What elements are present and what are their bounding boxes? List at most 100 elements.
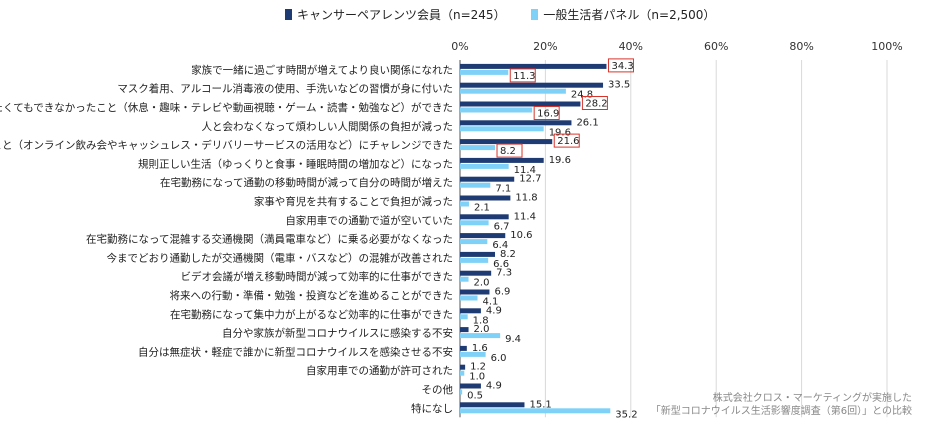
value-label-general: 8.2 [500, 146, 516, 157]
value-label-members: 4.9 [486, 381, 502, 392]
bar-general [460, 370, 465, 376]
value-label-general: 0.5 [467, 391, 483, 402]
value-label-general: 6.6 [493, 259, 509, 270]
x-tick-label: 100% [871, 40, 902, 53]
bar-general [460, 107, 533, 113]
x-tick-label: 80% [789, 40, 813, 53]
bar-members [460, 364, 466, 370]
category-label: 自分は無症状・軽症で誰かに新型コロナウイルスを感染させる不安 [138, 345, 453, 358]
value-label-members: 19.6 [549, 155, 571, 166]
value-label-members: 4.9 [486, 305, 502, 316]
value-label-general: 4.1 [483, 297, 499, 308]
category-label: 規則正しい生活（ゆっくりと食事・睡眠時間の増加など）になった [138, 157, 453, 170]
bar-general [460, 257, 489, 263]
category-label: 自家用車での通勤で道が空いていた [285, 214, 453, 227]
value-label-members: 11.8 [515, 193, 537, 204]
bar-members [460, 101, 581, 107]
category-label: 在宅勤務になって混雑する交通機関（満員電車など）に乗る必要がなくなった [86, 233, 453, 246]
highlight-box-general [533, 106, 560, 120]
value-label-members: 12.7 [519, 174, 541, 185]
category-label: 人と会わなくなって煩わしい人間関係の負担が減った [202, 120, 453, 133]
value-label-general: 9.4 [505, 334, 521, 345]
bar-members [460, 82, 604, 88]
highlight-box-members [553, 133, 580, 148]
legend-label-members: キャンサーペアレンツ会員（n=245） [297, 8, 506, 22]
highlight-box-general [496, 143, 523, 158]
value-label-members: 2.0 [474, 324, 490, 335]
bar-members [460, 308, 481, 314]
value-label-members: 21.6 [557, 136, 579, 147]
value-label-members: 26.1 [576, 117, 598, 128]
legend-swatch-general [531, 9, 539, 20]
category-label: 今までどおり通勤したが交通機関（電車・バスなど）の混雑が改善された [107, 251, 454, 264]
bar-members [460, 233, 506, 239]
value-label-members: 15.1 [529, 399, 551, 410]
value-label-members: 28.2 [585, 99, 607, 110]
value-label-members: 11.4 [514, 211, 536, 222]
bar-general [460, 88, 566, 94]
highlight-box-general [509, 68, 536, 83]
x-tick-label: 0% [451, 40, 468, 53]
bar-general [460, 389, 463, 395]
legend-item-members: キャンサーペアレンツ会員（n=245） [285, 6, 506, 23]
bar-general [460, 69, 509, 75]
value-label-general: 24.8 [571, 90, 593, 101]
value-label-members: 34.3 [611, 61, 633, 72]
legend-swatch-members [285, 9, 292, 20]
bar-general [460, 408, 611, 414]
category-label: 自家用車での通勤が許可された [306, 364, 453, 377]
bar-members [460, 383, 481, 389]
bar-general [460, 145, 496, 151]
category-label: 家族で一緒に過ごす時間が増えてより良い関係になれた [191, 63, 453, 76]
value-label-general: 1.8 [473, 315, 489, 326]
bar-general [460, 239, 488, 245]
category-label: 家事や育児を共有することで負担が減った [254, 195, 453, 208]
bar-members [460, 63, 607, 69]
bar-members [460, 214, 509, 220]
bar-members [460, 157, 544, 163]
bar-members [460, 270, 492, 276]
bar-general [460, 333, 501, 339]
bar-members [460, 251, 496, 257]
highlight-box-members [607, 58, 634, 73]
category-label: その他 [422, 383, 454, 396]
legend-label-general: 一般生活者パネル（n=2,500） [543, 8, 716, 22]
value-label-members: 1.6 [472, 343, 488, 354]
x-tick-label: 20% [533, 40, 557, 53]
bar-members [460, 139, 553, 145]
value-label-general: 6.4 [492, 240, 508, 251]
source-note-line-2: 「新型コロナウイルス生活影響度調査（第6回）」との比較 [650, 406, 912, 417]
bar-general [460, 201, 469, 207]
bar-general [460, 295, 478, 301]
value-label-general: 6.0 [491, 353, 507, 364]
legend: キャンサーペアレンツ会員（n=245） 一般生活者パネル（n=2,500） [285, 6, 737, 23]
bar-general [460, 182, 491, 188]
category-label: 在宅勤務になって集中力が上がるなど効率的に仕事ができた [170, 308, 453, 321]
category-label: 新しいこと（オンライン飲み会やキャッシュレス・デリバリーサービスの活用など）にチ… [0, 139, 453, 152]
bar-general [460, 163, 509, 169]
bar-members [460, 176, 515, 182]
value-label-general: 2.1 [474, 203, 490, 214]
x-tick-label: 40% [619, 40, 643, 53]
highlight-box-members [581, 96, 608, 110]
x-tick-label: 60% [704, 40, 728, 53]
category-label: 在宅勤務になって通勤の移動時間が減って自分の時間が増えた [160, 176, 453, 189]
category-label: マスク着用、アルコール消毒液の使用、手洗いなどの習慣が身に付いた [117, 82, 453, 95]
bar-members [460, 402, 525, 408]
bar-members [460, 289, 490, 295]
value-label-general: 16.9 [537, 109, 559, 120]
value-label-general: 11.3 [513, 71, 535, 82]
bar-members [460, 327, 469, 333]
category-label: 自分や家族が新型コロナウイルスに感染する不安 [222, 327, 453, 340]
bar-general [460, 220, 489, 226]
source-note-line-1: 株式会社クロス・マーケティングが実施した [712, 393, 912, 404]
value-label-general: 2.0 [474, 278, 490, 289]
value-label-members: 10.6 [510, 230, 532, 241]
value-label-general: 1.0 [469, 372, 485, 383]
value-label-general: 19.6 [549, 127, 571, 138]
bar-members [460, 345, 467, 351]
legend-item-general: 一般生活者パネル（n=2,500） [531, 6, 715, 23]
bar-general [460, 314, 468, 320]
source-note: 株式会社クロス・マーケティングが実施した 「新型コロナウイルス生活影響度調査（第… [651, 392, 912, 418]
bar-members [460, 120, 572, 126]
